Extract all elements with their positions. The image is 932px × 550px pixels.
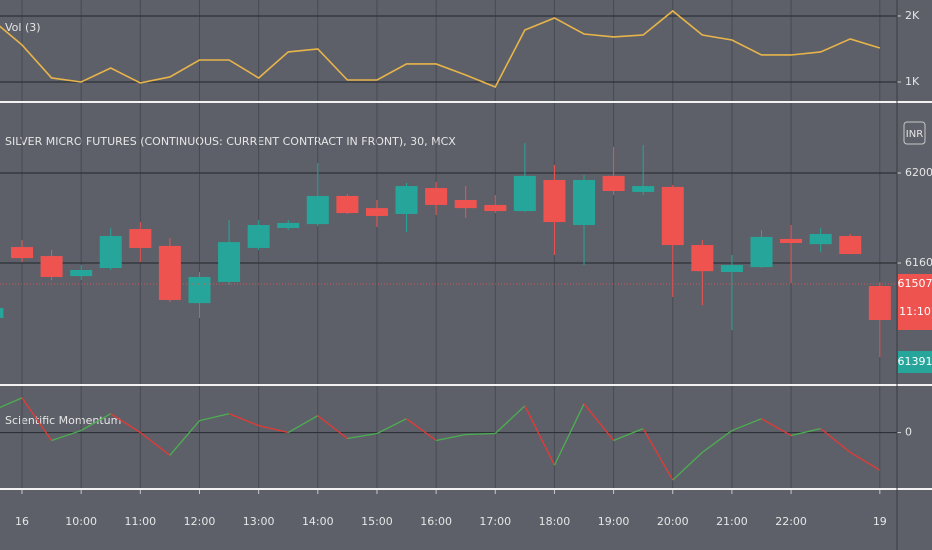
momentum-segment xyxy=(199,413,230,422)
momentum-segment xyxy=(287,415,319,434)
indicator-badge xyxy=(898,351,932,373)
candle-body xyxy=(543,179,566,223)
momentum-segment xyxy=(258,424,289,434)
momentum-segment xyxy=(51,429,82,442)
x-tick-label: 11:00 xyxy=(124,515,156,528)
momentum-segment xyxy=(110,413,141,434)
candle-body xyxy=(513,175,536,212)
candle-body xyxy=(365,208,388,216)
y-tick-label: 2K xyxy=(905,9,920,22)
x-tick-label: 20:00 xyxy=(657,515,689,528)
candle-body xyxy=(99,236,122,268)
momentum-segment xyxy=(642,428,674,481)
momentum-segment xyxy=(494,405,526,435)
last-price-badge xyxy=(898,273,932,294)
x-tick-label: 14:00 xyxy=(302,515,334,528)
candle-body xyxy=(720,265,743,273)
candle-body xyxy=(395,186,418,214)
candle-body xyxy=(0,308,4,318)
candle-body xyxy=(809,233,832,245)
currency-box[interactable] xyxy=(903,121,926,145)
momentum-segment xyxy=(169,420,200,456)
momentum-segment xyxy=(80,413,112,432)
candle-body xyxy=(247,224,270,248)
indicator-label: 61391 xyxy=(898,355,932,368)
x-tick-label: 12:00 xyxy=(184,515,216,528)
momentum-segment xyxy=(583,403,615,441)
momentum-segment xyxy=(701,430,733,453)
candle-body xyxy=(750,236,773,268)
y-tick-label: 61600 xyxy=(905,256,932,269)
candle-body xyxy=(158,245,181,300)
momentum-segment xyxy=(761,418,792,437)
momentum-segment xyxy=(376,418,407,435)
momentum-segment xyxy=(317,415,348,440)
momentum-segment xyxy=(672,451,703,481)
x-tick-label: 15:00 xyxy=(361,515,393,528)
candle-body xyxy=(602,175,625,192)
momentum-segment xyxy=(139,432,171,456)
candle-body xyxy=(188,276,211,304)
candle-body xyxy=(839,236,862,255)
candle-body xyxy=(70,270,93,277)
candle-body xyxy=(868,285,891,320)
volume-title: Vol (3) xyxy=(5,21,41,34)
momentum-segment xyxy=(21,397,53,441)
momentum-segment xyxy=(347,432,378,440)
candle-body xyxy=(484,204,507,212)
y-tick-label: 0 xyxy=(905,426,912,439)
candle-body xyxy=(780,238,803,243)
momentum-segment xyxy=(849,451,881,471)
momentum-segment xyxy=(820,428,851,453)
candle-body xyxy=(306,195,329,225)
volume-line xyxy=(0,9,881,89)
candle-body xyxy=(129,229,152,248)
x-tick-label: 10:00 xyxy=(65,515,97,528)
y-tick-label: 1K xyxy=(905,75,920,88)
momentum-segment xyxy=(0,397,23,409)
candle-body xyxy=(454,200,477,209)
countdown-label: 11:10 xyxy=(899,305,931,318)
candle-body xyxy=(11,247,33,259)
candle-body xyxy=(691,245,714,272)
x-tick-label: 21:00 xyxy=(716,515,748,528)
x-tick-label: 18:00 xyxy=(539,515,571,528)
x-tick-label: 19:00 xyxy=(598,515,630,528)
momentum-segment xyxy=(524,405,556,466)
candle-body xyxy=(573,179,596,225)
momentum-segment xyxy=(228,413,259,427)
momentum-segment xyxy=(406,418,437,441)
x-tick-label: 17:00 xyxy=(479,515,511,528)
candle-body xyxy=(218,242,241,282)
x-tick-label: 16:00 xyxy=(420,515,452,528)
momentum-segment xyxy=(465,432,496,436)
candle-body xyxy=(336,195,359,214)
candle-body xyxy=(661,186,684,246)
x-tick-label: 13:00 xyxy=(243,515,275,528)
symbol-title: SILVER MICRO FUTURES (CONTINUOUS: CURREN… xyxy=(5,135,456,148)
momentum-segment xyxy=(553,403,585,466)
currency: INR xyxy=(906,129,923,140)
momentum-segment xyxy=(435,433,466,442)
candle-body xyxy=(425,188,448,205)
momentum-segment xyxy=(790,427,821,437)
candle-body xyxy=(277,222,300,228)
candle-body xyxy=(40,256,63,277)
x-tick-label: 19 xyxy=(873,515,887,528)
momentum-segment xyxy=(731,418,762,432)
countdown-badge xyxy=(898,293,932,330)
x-tick-label: 22:00 xyxy=(775,515,807,528)
candle-body xyxy=(632,186,655,192)
last-price-label: 61507 xyxy=(898,277,932,290)
momentum-segment xyxy=(613,427,644,442)
x-tick-label: 16 xyxy=(15,515,29,528)
